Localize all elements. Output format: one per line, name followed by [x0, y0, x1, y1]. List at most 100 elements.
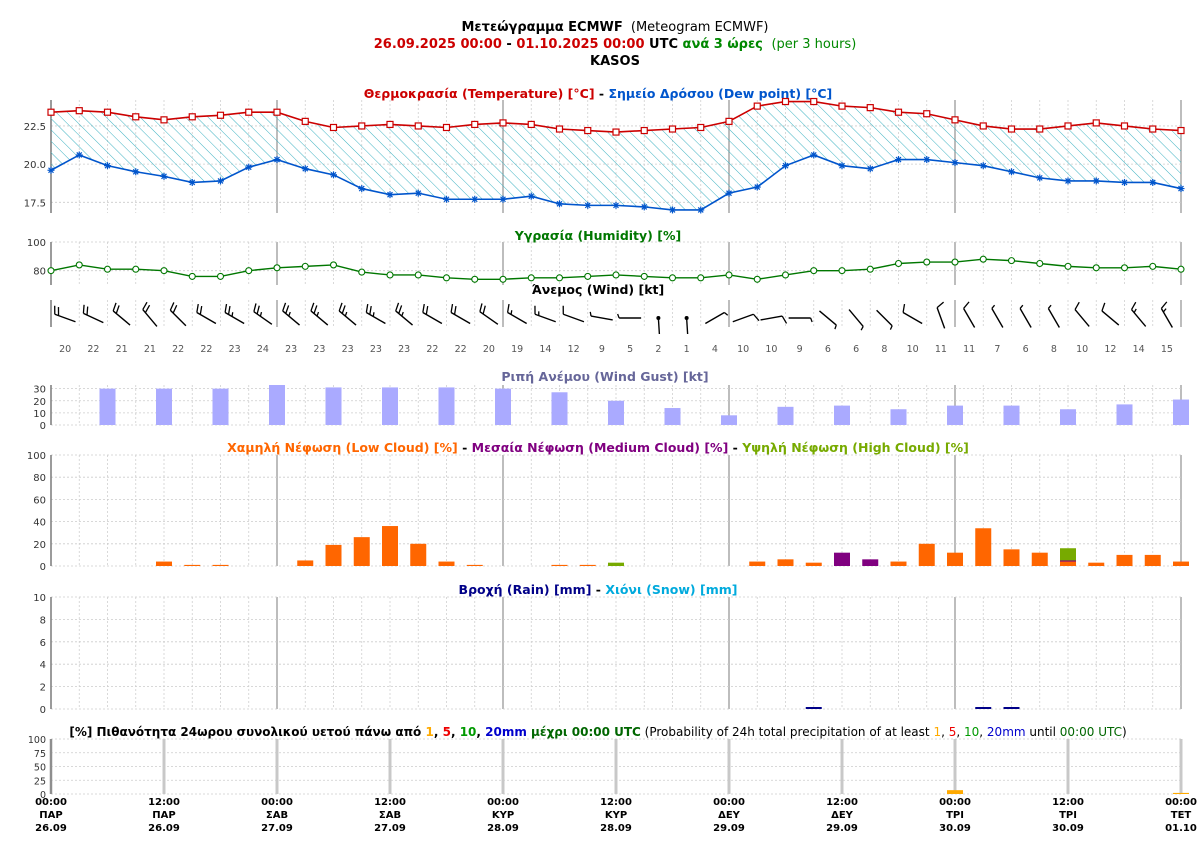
- gust-bar: [551, 392, 568, 425]
- dew-point-point: [499, 195, 507, 203]
- wind-barb: [848, 309, 864, 331]
- wind-barb-feather: [310, 302, 315, 312]
- y-tick-label: 100: [27, 451, 46, 462]
- wind-barb-half-feather: [231, 312, 234, 317]
- temperature-panel: Θερμοκρασία (Temperature) [°C] - Σημείο …: [24, 86, 1185, 214]
- dew-point-marker-stroke: [330, 171, 337, 178]
- wind-speed-label: 14: [539, 344, 551, 355]
- y-tick-label: 10: [33, 593, 46, 604]
- low-cloud-bar: [777, 559, 794, 566]
- panel-title: Βροχή (Rain) [mm] - Χιόνι (Snow) [mm]: [459, 582, 738, 597]
- y-tick-label: 0: [40, 705, 46, 716]
- temperature-point: [160, 116, 168, 124]
- y-tick-label: 40: [33, 518, 46, 529]
- wind-barb-staff: [1019, 308, 1032, 328]
- dew-point-marker-stroke: [754, 184, 761, 190]
- wind-barb: [936, 301, 946, 329]
- wind-speed-label: 20: [483, 344, 495, 355]
- wind-barb-feather: [142, 301, 148, 310]
- wind-barb-staff: [963, 308, 976, 328]
- temperature-point: [923, 110, 931, 118]
- wind-speed-label: 10: [737, 344, 749, 355]
- gust-bar: [721, 415, 737, 425]
- dew-point-point: [1008, 168, 1015, 176]
- temperature-point: [442, 123, 451, 132]
- wind-speed-label: 2: [655, 344, 661, 355]
- wind-barb-feather: [450, 303, 454, 313]
- wind-speed-label: 19: [511, 344, 523, 355]
- x-tick-day: ΠΑΡ: [152, 810, 175, 821]
- meteogram-title: Μετεώγραμμα ECMWF (Meteogram ECMWF): [461, 20, 768, 35]
- wind-barb: [112, 302, 131, 326]
- dew-point-marker-stroke: [443, 196, 450, 203]
- wind-speed-label: 23: [313, 344, 325, 355]
- wind-barb: [732, 313, 760, 323]
- gust-bar: [438, 387, 455, 425]
- x-tick-date: 26.09: [35, 823, 67, 834]
- cloud-panel: Χαμηλή Νέφωση (Low Cloud) [%] - Μεσαία Ν…: [27, 440, 1189, 573]
- title-part: ,: [451, 725, 460, 739]
- wind-barb: [589, 311, 613, 321]
- dew-point-point: [1036, 174, 1044, 182]
- wind-barb-staff: [1074, 309, 1090, 327]
- low-cloud-bar: [1088, 562, 1105, 566]
- y-tick-label: 2: [40, 683, 46, 694]
- humidity-point: [866, 265, 874, 273]
- temperature-point: [1064, 122, 1072, 130]
- gust-bar: [1116, 404, 1133, 425]
- temperature-point: [103, 108, 112, 116]
- wind-speed-label: 22: [87, 344, 99, 355]
- wind-barb-feather: [169, 302, 175, 311]
- x-tick-time: 00:00: [939, 797, 971, 808]
- y-tick-label: 4: [40, 660, 46, 671]
- wind-barb-feather: [313, 305, 318, 314]
- wind-barb-feather: [227, 305, 231, 315]
- wind-speed-label: 11: [935, 344, 947, 355]
- x-tick-date: 29.09: [826, 823, 858, 834]
- wind-speed-label: 5: [627, 344, 633, 355]
- dew-point-point: [782, 162, 789, 170]
- temperature-point: [725, 117, 733, 125]
- temperature-point: [810, 97, 818, 106]
- dew-point-point: [1177, 185, 1185, 193]
- dew-point-point: [160, 172, 168, 180]
- dew-point-marker-stroke: [274, 156, 280, 163]
- humidity-point: [75, 261, 83, 269]
- title-part: ): [1122, 725, 1127, 739]
- x-tick-day: ΤΕΤ: [1171, 810, 1192, 821]
- wind-speed-label: 21: [144, 344, 156, 355]
- dew-point-marker-stroke: [669, 207, 676, 213]
- dew-point-point: [810, 151, 818, 159]
- humidity-point: [1177, 265, 1185, 273]
- wind-barb-feather: [398, 305, 403, 314]
- dew-point-marker-stroke: [387, 191, 393, 198]
- wind-barb: [656, 316, 661, 335]
- title-part: Θερμοκρασία (Temperature) [°C]: [364, 86, 595, 101]
- temperature-point: [668, 125, 677, 133]
- temperature-point: [1007, 125, 1016, 133]
- humidity-point: [386, 271, 394, 279]
- y-tick-label: 10: [33, 409, 46, 420]
- wind-barb-feather: [752, 313, 760, 322]
- wind-barb: [479, 303, 499, 325]
- dew-point-marker-stroke: [923, 156, 930, 163]
- gust-bar: [664, 408, 681, 425]
- title-part: Άνεμος (Wind) [kt]: [532, 282, 664, 297]
- low-cloud-bar: [579, 564, 596, 566]
- wind-speed-label: 15: [1161, 344, 1173, 355]
- wind-barb-feather: [482, 305, 486, 315]
- humidity-point: [160, 267, 168, 275]
- humidity-point: [810, 267, 818, 275]
- gust-bar: [890, 409, 907, 425]
- wind-barb-staff: [657, 317, 661, 335]
- wind-barb-feather: [199, 305, 203, 315]
- step-greek: ανά 3 ώρες: [683, 37, 763, 52]
- title-greek: Μετεώγραμμα ECMWF: [461, 20, 622, 35]
- humidity-point: [1092, 264, 1100, 272]
- dew-point-point: [951, 159, 959, 167]
- wind-barb-feather: [285, 305, 290, 314]
- x-tick-time: 12:00: [148, 797, 180, 808]
- dew-point-point: [1121, 178, 1128, 186]
- dew-point-marker-stroke: [952, 159, 958, 166]
- gust-bar: [1173, 399, 1189, 425]
